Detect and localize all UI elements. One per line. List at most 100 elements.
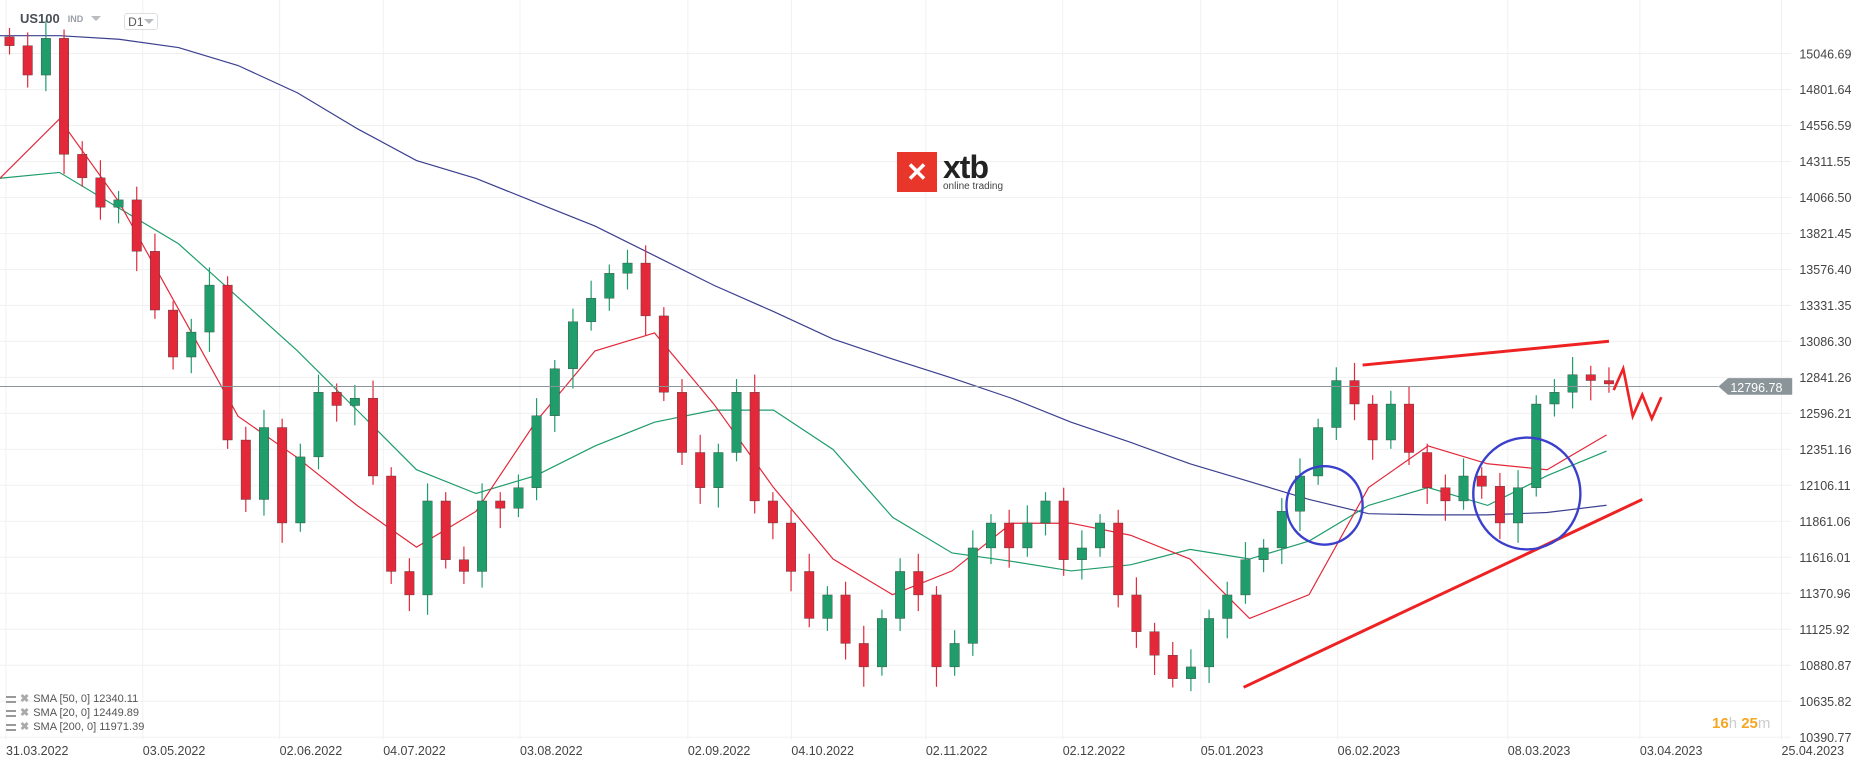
candle-body <box>1476 475 1487 487</box>
candle-body <box>967 547 978 644</box>
candle <box>22 32 33 88</box>
y-axis: 15046.69 14801.64 14556.59 14311.55 14066.50… <box>1799 47 1851 745</box>
y-tick-label: 15046.69 <box>1799 47 1851 61</box>
settings-icon[interactable] <box>6 723 16 731</box>
y-tick-label: 12106.11 <box>1799 479 1850 493</box>
candle <box>40 20 51 92</box>
candle-body <box>440 500 451 560</box>
candle <box>404 558 415 612</box>
candle <box>1567 357 1578 409</box>
candle-body <box>1076 547 1087 560</box>
candle <box>186 318 197 374</box>
candle <box>313 374 324 470</box>
candle-body <box>1458 475 1469 502</box>
candle-body <box>1167 654 1178 679</box>
candle-body <box>1567 374 1578 393</box>
candle-body <box>240 439 251 500</box>
sma20-path <box>0 117 1607 620</box>
candle-body <box>749 392 760 502</box>
current-price-label: 12796.78 <box>1730 381 1782 395</box>
candle-body <box>1604 380 1614 385</box>
candle-body <box>640 262 651 317</box>
candles <box>4 20 1614 692</box>
candle-timer: 16h 25m <box>1712 715 1771 732</box>
candle-body <box>1513 487 1524 524</box>
candle <box>640 245 651 336</box>
candle-body <box>168 309 179 358</box>
candle-body <box>1276 511 1287 549</box>
symbol-name: US100 <box>20 11 60 26</box>
candle-body <box>22 45 33 76</box>
candle-body <box>1422 452 1433 488</box>
candle <box>931 586 942 687</box>
candle-body <box>40 38 51 76</box>
candle <box>1022 505 1033 557</box>
candle-body <box>549 368 560 416</box>
close-icon[interactable]: ✖ <box>20 693 30 705</box>
candle-body <box>1367 403 1378 441</box>
y-tick-label: 11616.01 <box>1799 551 1850 565</box>
x-tick-label: 03.05.2022 <box>143 744 206 758</box>
candle-body <box>131 199 142 252</box>
candle-body <box>986 522 996 549</box>
symbol-header[interactable]: US100 IND <box>20 11 102 26</box>
close-icon[interactable]: ✖ <box>20 707 30 719</box>
y-tick-label: 14556.59 <box>1799 119 1851 133</box>
candle <box>1149 622 1160 675</box>
candle <box>1440 474 1451 521</box>
candle <box>1113 509 1124 608</box>
candle <box>695 434 706 504</box>
candle-body <box>4 36 15 46</box>
candle <box>767 492 778 540</box>
candle-body <box>186 331 197 358</box>
settings-icon[interactable] <box>6 695 16 703</box>
candle-body <box>458 559 469 572</box>
candle-body <box>604 273 615 299</box>
candle <box>549 359 560 432</box>
candle-body <box>895 571 906 619</box>
y-tick-label: 11861.06 <box>1799 515 1850 529</box>
sma-20-line <box>0 117 1607 620</box>
candle <box>331 383 342 422</box>
candle-body <box>277 427 288 524</box>
candle-body <box>786 522 796 572</box>
candle <box>131 186 142 272</box>
candle-body <box>876 618 887 668</box>
candle <box>1385 390 1396 449</box>
x-axis: 31.03.2022 03.05.2022 02.06.2022 04.07.2022… <box>6 744 1844 758</box>
y-tick-label: 12351.16 <box>1799 443 1851 457</box>
candle-body <box>422 500 433 596</box>
candle <box>59 29 69 175</box>
sma-200-line <box>0 35 1607 516</box>
candle-body <box>1585 374 1596 381</box>
candle <box>1604 367 1614 393</box>
candle-body <box>77 154 88 179</box>
annotations <box>1242 339 1663 689</box>
x-tick-label: 02.12.2022 <box>1063 744 1126 758</box>
y-tick-label: 12596.21 <box>1799 407 1851 421</box>
candle-body <box>1185 666 1196 679</box>
candle <box>658 307 669 402</box>
candle-body <box>1095 522 1105 549</box>
x-tick-label: 25.04.2023 <box>1782 744 1845 758</box>
candle-body <box>949 643 960 668</box>
candle-body <box>1385 403 1396 441</box>
candle <box>477 483 488 588</box>
y-tick-label: 13086.30 <box>1799 335 1851 349</box>
candle <box>1331 367 1342 441</box>
legend-item: ✖ SMA [200, 0] 11971.39 <box>6 720 144 734</box>
y-tick-label: 10390.77 <box>1799 731 1851 745</box>
timeframe-select[interactable]: D1 <box>124 13 158 30</box>
xtb-logo: ✕ xtb online trading <box>897 151 1003 192</box>
candle-body <box>1004 522 1015 549</box>
candle <box>895 558 906 631</box>
settings-icon[interactable] <box>6 709 16 717</box>
candle-body <box>204 284 215 333</box>
chevron-down-icon[interactable] <box>91 16 102 21</box>
y-tick-label: 12841.26 <box>1799 371 1851 385</box>
candle-body <box>1204 618 1215 668</box>
x-tick-label: 03.08.2022 <box>520 744 583 758</box>
close-icon[interactable]: ✖ <box>20 721 30 733</box>
candle <box>1185 649 1196 692</box>
